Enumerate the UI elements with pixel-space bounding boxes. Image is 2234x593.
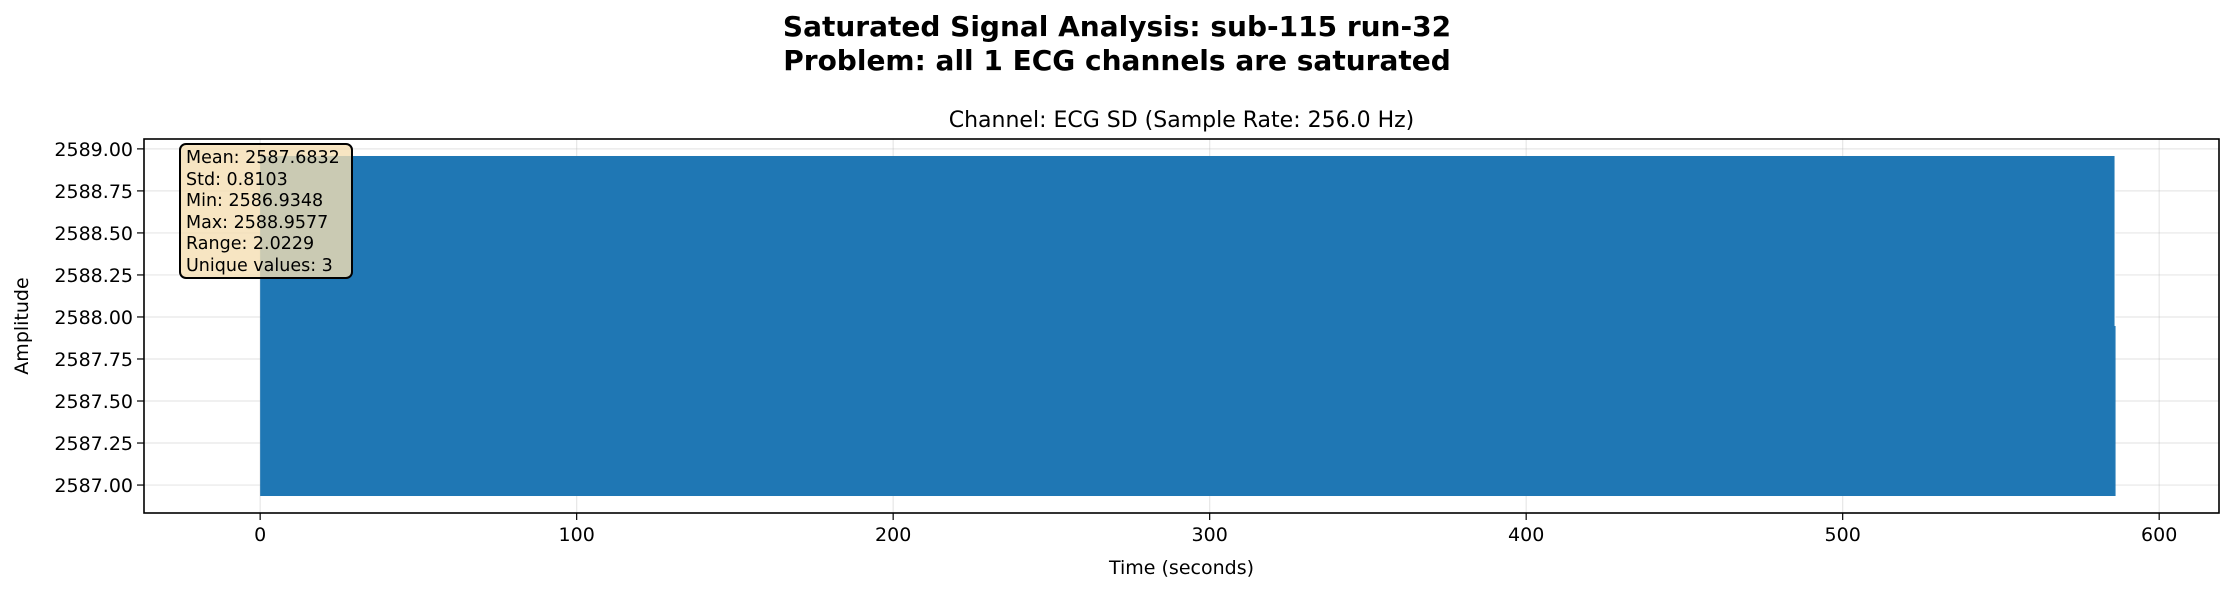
figure-title-line-2: Problem: all 1 ECG channels are saturate… <box>783 44 1451 77</box>
x-tick-label: 400 <box>1508 524 1544 546</box>
y-axis-label: Amplitude <box>11 277 33 374</box>
y-tick-label: 2587.75 <box>54 349 133 371</box>
stats-mean: Mean: 2587.6832 <box>186 148 340 168</box>
y-tick-label: 2588.00 <box>54 307 133 329</box>
x-tick-label: 200 <box>875 524 911 546</box>
signal-series <box>260 155 2116 497</box>
y-axis-ticks: 2587.00 2587.25 2587.50 2587.75 2588.00 2588.… <box>54 139 144 497</box>
y-tick-label: 2587.00 <box>54 475 133 497</box>
x-axis-label: Time (seconds) <box>1108 557 1254 579</box>
x-tick-label: 600 <box>2141 524 2177 546</box>
x-tick-label: 0 <box>254 524 266 546</box>
x-tick-label: 500 <box>1825 524 1861 546</box>
y-tick-label: 2589.00 <box>54 139 133 161</box>
stats-range: Range: 2.0229 <box>186 234 315 254</box>
plot-title: Channel: ECG SD (Sample Rate: 256.0 Hz) <box>949 108 1415 133</box>
stats-min: Min: 2586.9348 <box>186 191 324 211</box>
signal-tail <box>2114 325 2116 497</box>
y-tick-label: 2587.25 <box>54 433 133 455</box>
signal-tail-gap <box>2114 155 2116 326</box>
y-tick-label: 2588.25 <box>54 265 133 287</box>
stats-std: Std: 0.8103 <box>186 169 288 190</box>
figure-title-line-1: Saturated Signal Analysis: sub-115 run-3… <box>782 10 1452 43</box>
plot-frame <box>143 138 2220 514</box>
y-tick-label: 2588.75 <box>54 181 133 203</box>
x-tick-label: 300 <box>1192 524 1228 546</box>
stats-box: Mean: 2587.6832 Std: 0.8103 Min: 2586.93… <box>179 143 353 279</box>
x-tick-label: 100 <box>559 524 595 546</box>
y-tick-label: 2587.50 <box>54 391 133 413</box>
stats-unique-values: Unique values: 3 <box>186 255 333 276</box>
y-tick-label: 2588.50 <box>54 223 133 245</box>
stats-max: Max: 2588.9577 <box>186 212 329 233</box>
signal-band <box>260 155 2115 497</box>
x-axis-ticks: 0 100 200 300 400 500 600 <box>254 513 2177 546</box>
